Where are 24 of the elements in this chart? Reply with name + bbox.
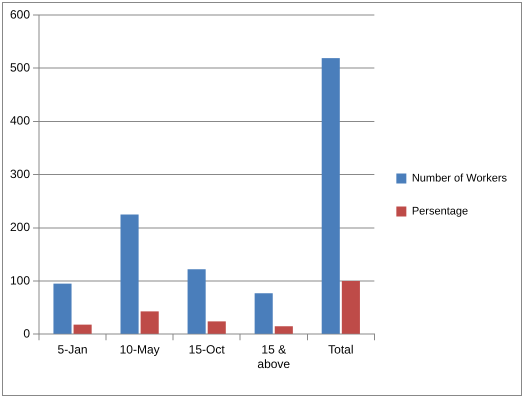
- x-tick-label: 5-Jan: [58, 342, 88, 357]
- bar: [254, 293, 273, 334]
- y-tick-label: 400: [10, 114, 30, 128]
- legend-label: Persentage: [412, 206, 468, 218]
- x-tick-label: 10-May: [120, 342, 160, 357]
- y-tick-label: 600: [10, 7, 30, 22]
- bar: [322, 58, 340, 334]
- bar: [74, 324, 92, 334]
- bar: [53, 284, 72, 334]
- y-tick-label: 0: [23, 326, 30, 341]
- bar: [188, 269, 206, 334]
- bar: [140, 311, 159, 334]
- bar: [208, 321, 226, 334]
- legend-label: Number of Workers: [412, 172, 508, 185]
- x-tick-label: 15 & above: [257, 342, 290, 372]
- y-tick-label: 500: [10, 60, 30, 75]
- bar: [120, 214, 139, 334]
- y-tick-label: 300: [10, 166, 30, 181]
- y-tick-label: 100: [10, 273, 30, 288]
- x-tick-label: 15-Oct: [188, 342, 226, 357]
- y-tick-label: 200: [10, 220, 30, 234]
- bar: [342, 281, 360, 334]
- bar: [274, 326, 293, 334]
- x-tick-label: Total: [328, 342, 354, 357]
